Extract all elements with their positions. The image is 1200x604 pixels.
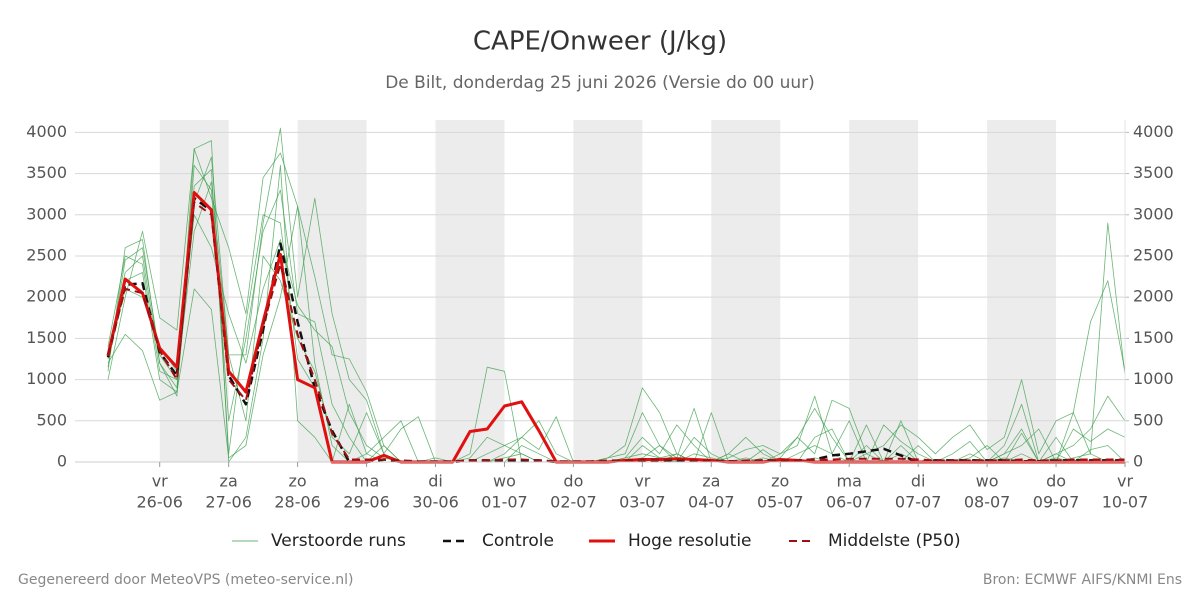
day-band (435, 120, 505, 462)
y-tick-label: 500 (36, 410, 67, 429)
x-tick-date: 28-06 (274, 493, 321, 512)
day-band (849, 120, 919, 462)
y-tick-label: 0 (57, 452, 67, 471)
y-tick-label: 3500 (26, 163, 67, 182)
legend-label: Hoge resolutie (628, 531, 752, 551)
axes: 0 500 1000 1500 2000 2500 3000 3500 4000 0 500 1000… (26, 120, 1174, 512)
legend: Verstoorde runs Controle Hoge resolutie Mid… (232, 531, 961, 551)
x-tick-date: 08-07 (964, 493, 1011, 512)
chart-subtitle: De Bilt, donderdag 25 juni 2026 (Versie … (385, 73, 815, 93)
x-tick-day: vr (152, 472, 168, 491)
x-tick-day: za (702, 472, 720, 491)
y2-tick-label: 2500 (1133, 245, 1174, 264)
y-tick-label: 1000 (26, 369, 67, 388)
x-tick-date: 10-07 (1102, 493, 1149, 512)
x-tick-day: ma (354, 472, 379, 491)
x-tick-day: zo (771, 472, 789, 491)
y-tick-label: 2500 (26, 245, 67, 264)
legend-label: Verstoorde runs (271, 531, 406, 551)
y2-tick-label: 500 (1133, 410, 1164, 429)
y-tick-label: 2000 (26, 287, 67, 306)
x-tick-day: do (563, 472, 583, 491)
y2-tick-label: 0 (1133, 452, 1143, 471)
x-tick-day: wo (493, 472, 516, 491)
x-tick-day: zo (289, 472, 307, 491)
x-tick-day: za (220, 472, 238, 491)
day-band (297, 120, 367, 462)
member-line (107, 164, 1126, 463)
series-line (107, 201, 1125, 463)
y2-tick-label: 2000 (1133, 287, 1174, 306)
x-tick-day: wo (976, 472, 999, 491)
y2-tick-label: 3500 (1133, 163, 1174, 182)
x-tick-date: 27-06 (205, 493, 252, 512)
y2-tick-label: 1500 (1133, 328, 1174, 347)
x-tick-day: vr (634, 472, 650, 491)
day-band (987, 120, 1057, 462)
x-tick-date: 09-07 (1033, 493, 1080, 512)
y-tick-label: 3000 (26, 204, 67, 223)
y-tick-label: 1500 (26, 328, 67, 347)
legend-label: Controle (482, 531, 554, 551)
x-tick-date: 06-07 (826, 493, 873, 512)
y2-tick-label: 1000 (1133, 369, 1174, 388)
x-tick-date: 03-07 (619, 493, 666, 512)
x-tick-day: vr (1117, 472, 1133, 491)
y-tick-label: 4000 (26, 122, 67, 141)
day-band (711, 120, 781, 462)
x-tick-date: 02-07 (550, 493, 597, 512)
x-tick-day: do (1046, 472, 1066, 491)
x-tick-date: 29-06 (343, 493, 390, 512)
x-tick-day: di (911, 472, 926, 491)
x-tick-date: 07-07 (895, 493, 942, 512)
x-tick-date: 01-07 (481, 493, 528, 512)
y2-tick-label: 3000 (1133, 204, 1174, 223)
legend-label: Middelste (P50) (828, 531, 961, 551)
x-tick-date: 26-06 (136, 493, 183, 512)
footer-left: Gegenereerd door MeteoVPS (meteo-service… (18, 572, 353, 588)
x-tick-date: 05-07 (757, 493, 804, 512)
chart-title: CAPE/Onweer (J/kg) (473, 27, 727, 57)
day-band (573, 120, 643, 462)
x-tick-date: 30-06 (412, 493, 459, 512)
footer-right: Bron: ECMWF AIFS/KNMI Ens (983, 572, 1182, 588)
x-tick-day: di (428, 472, 443, 491)
x-tick-date: 04-07 (688, 493, 735, 512)
y2-tick-label: 4000 (1133, 122, 1174, 141)
x-tick-day: ma (837, 472, 862, 491)
